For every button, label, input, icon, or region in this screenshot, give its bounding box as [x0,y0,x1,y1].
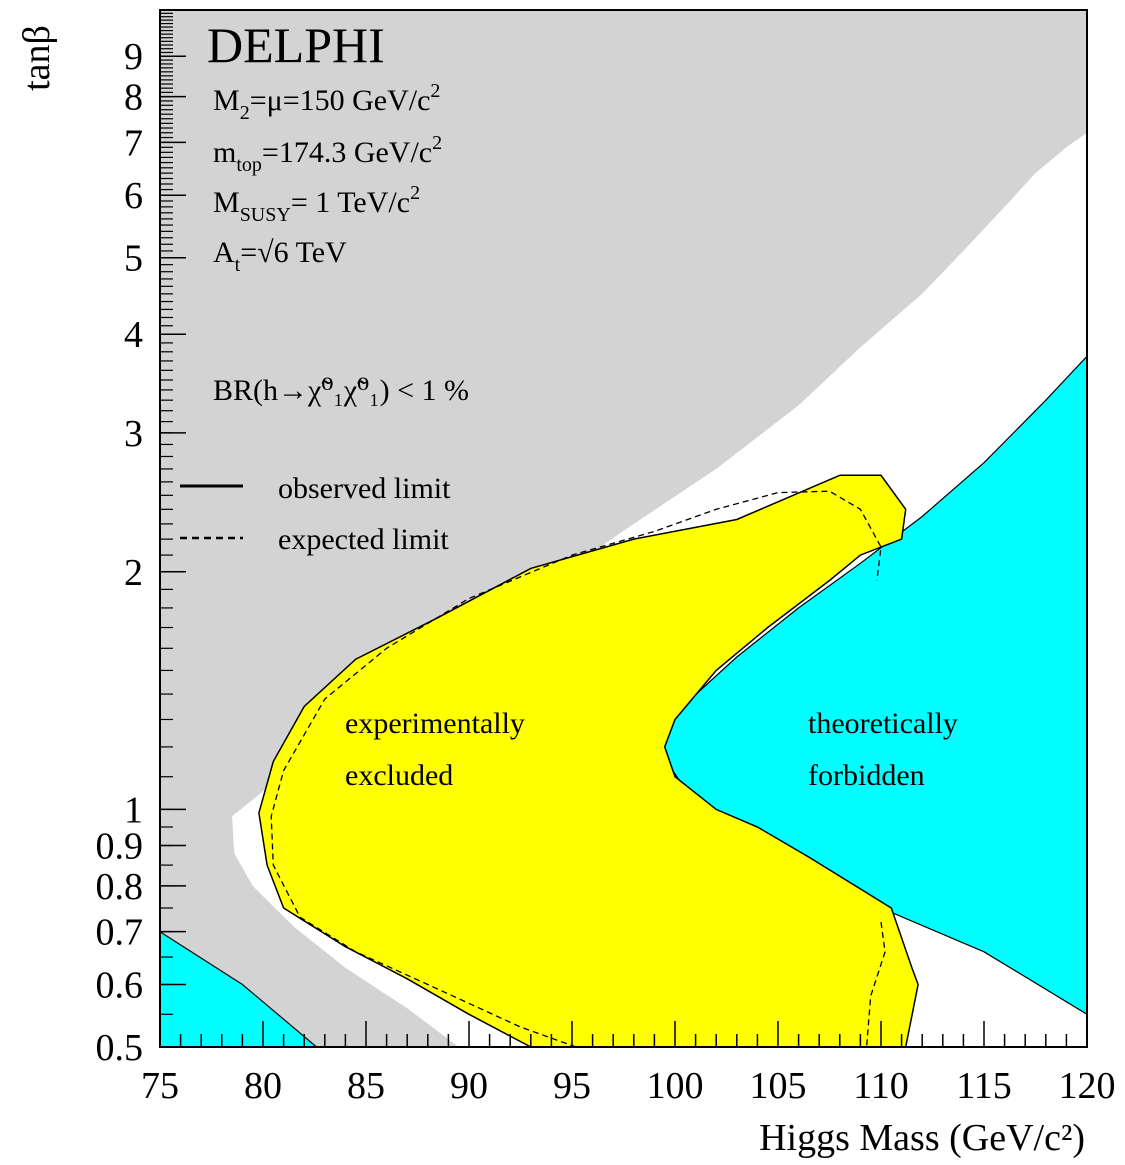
x-axis: 75 80 85 90 95 100 105 110 115 120 [141,1021,1116,1107]
plot-frame [159,9,1088,1048]
x-tick-label: 95 [553,1065,591,1107]
x-tick-label: 120 [1059,1065,1116,1107]
y-axis-label: tanβ [16,25,58,91]
y-tick-label: 1 [124,789,143,831]
y-tick-label: 2 [124,552,143,594]
y-tick-label: 7 [124,122,143,164]
x-tick-label: 100 [647,1065,704,1107]
x-tick-label: 85 [347,1065,385,1107]
y-tick-label: 0.5 [96,1027,144,1069]
expected-limit-line-1 [865,921,886,1048]
param-msusy: MSUSY= 1 TeV/c2 [213,182,420,226]
y-tick-label: 9 [124,36,143,78]
x-tick-label: 105 [750,1065,807,1107]
y-tick-label: 0.9 [96,826,144,868]
y-axis: 0.5 0.6 0.70.80.91 2 3 4 5 6 789 [96,12,186,1069]
label-excluded: excluded [345,759,453,792]
region-grey-upper [160,10,1087,1047]
legend: observed limit expected limit [180,472,451,556]
y-tick-label: 0.7 [96,912,144,954]
y-tick-label: 0.8 [96,866,144,908]
param-mtop: mtop=174.3 GeV/c2 [213,132,442,176]
x-tick-label: 110 [853,1065,909,1107]
y-tick-label: 6 [124,175,143,217]
limit-lines-layer [258,474,919,1048]
parameter-block: M2=μ=150 GeV/c2 mtop=174.3 GeV/c2 MSUSY=… [213,80,469,407]
x-tick-label: 90 [450,1065,488,1107]
chart-title: DELPHI [207,17,385,73]
region-experimentally-excluded [258,475,919,1047]
y-tick-label: 0.6 [96,965,144,1007]
param-m2: M2=μ=150 GeV/c2 [213,80,440,124]
param-at: At=√6 TeV [213,236,347,276]
y-tick-label: 4 [124,314,143,356]
legend-label-observed: observed limit [278,472,451,505]
x-tick-label: 80 [244,1065,282,1107]
branching-ratio-label: BR(h→χ̃⁰₁χ̃⁰₁) < 1 % [213,374,469,407]
y-tick-label: 8 [124,77,143,119]
x-tick-label: 75 [141,1065,179,1107]
expected-limit-line-2 [270,490,882,1048]
y-tick-label: 3 [124,413,143,455]
label-forbidden: forbidden [808,759,925,792]
x-tick-label: 115 [956,1065,1012,1107]
region-labels: experimentally excluded theoretically fo… [345,707,958,792]
observed-limit-line [258,474,919,1048]
legend-label-expected: expected limit [278,523,449,556]
x-axis-label: Higgs Mass (GeV/c²) [759,1117,1085,1159]
y-tick-label: 5 [124,238,143,280]
label-experimentally: experimentally [345,707,525,740]
regions-layer [159,10,1088,1048]
label-theoretically: theoretically [808,707,958,740]
